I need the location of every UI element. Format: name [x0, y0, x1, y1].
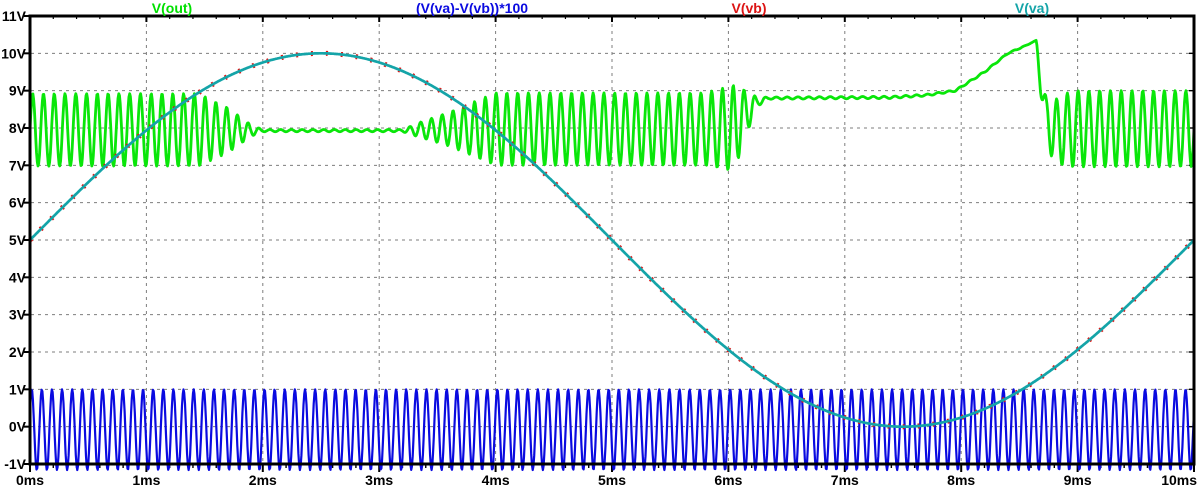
plot-border — [28, 14, 1196, 466]
x-tick-label: 8ms — [947, 472, 975, 488]
x-tick-label: 9ms — [1064, 472, 1092, 488]
x-tick-label: 7ms — [831, 472, 859, 488]
legend-label-v-va[interactable]: V(va) — [1015, 0, 1049, 16]
y-tick-label: 5V — [9, 232, 27, 248]
trace-v-va — [29, 51, 1195, 429]
y-tick-label: 6V — [9, 195, 27, 211]
legend-label-v-out[interactable]: V(out) — [152, 0, 192, 16]
x-tick-label: 3ms — [365, 472, 393, 488]
x-axis-labels: 0ms 1ms 2ms 3ms 4ms 5ms 6ms 7ms 8ms 9ms 10ms — [16, 472, 1197, 488]
y-tick-label: -1V — [4, 456, 26, 472]
y-tick-label: 4V — [9, 269, 27, 285]
y-tick-label: 10V — [1, 45, 27, 61]
y-tick-label: 9V — [9, 83, 27, 99]
x-tick-label: 5ms — [598, 472, 626, 488]
y-tick-label: 1V — [9, 381, 27, 397]
x-tick-label: 1ms — [132, 472, 160, 488]
trace-v-va-v-vb-100 — [28, 388, 1196, 472]
x-tick-label: 0ms — [16, 472, 44, 488]
x-tick-label: 6ms — [714, 472, 742, 488]
y-tick-label: 8V — [9, 120, 27, 136]
y-axis-labels: 11V 10V 9V 8V 7V 6V 5V 4V 3V 2V 1V 0V -1V — [1, 8, 27, 472]
y-tick-label: 0V — [9, 419, 27, 435]
y-tick-label: 7V — [9, 157, 27, 173]
trace-v-out — [28, 38, 1196, 171]
y-tick-label: 2V — [9, 344, 27, 360]
traces — [28, 38, 1196, 472]
x-tick-label: 4ms — [482, 472, 510, 488]
x-tick-label: 10ms — [1161, 472, 1197, 488]
y-tick-label: 3V — [9, 307, 27, 323]
legend: V(out) (V(va)-V(vb))*100 V(vb) V(va) — [152, 0, 1049, 16]
x-tick-label: 2ms — [249, 472, 277, 488]
legend-label-v-vb[interactable]: V(vb) — [732, 0, 767, 16]
legend-label-v-va-v-vb-100[interactable]: (V(va)-V(vb))*100 — [416, 0, 528, 16]
y-tick-label: 11V — [2, 8, 27, 24]
